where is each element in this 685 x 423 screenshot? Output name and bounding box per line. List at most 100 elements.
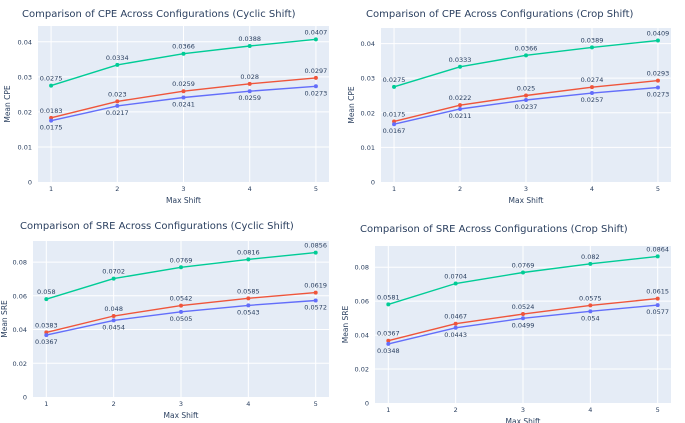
x-tick-label: 3: [524, 185, 528, 193]
data-point: [458, 106, 463, 111]
y-axis-label: Mean SRE: [341, 305, 350, 343]
y-tick-label: 0.02: [13, 360, 27, 368]
y-tick-label: 0.04: [13, 326, 27, 334]
data-point: [524, 97, 528, 102]
data-label: 0.0383: [35, 321, 58, 329]
data-point: [655, 78, 660, 83]
data-label: 0.0175: [40, 124, 63, 132]
data-point: [386, 338, 391, 343]
x-tick-label: 2: [112, 400, 116, 408]
data-label: 0.0274: [581, 76, 604, 84]
y-tick-label: 0: [365, 400, 369, 408]
data-label: 0.0222: [449, 94, 472, 102]
data-point: [246, 257, 251, 262]
data-point: [313, 84, 318, 89]
y-tick-label: 0: [28, 179, 32, 187]
x-tick-label: 5: [656, 406, 660, 414]
y-axis-label: Mean CPE: [3, 85, 12, 123]
data-label: 0.058: [37, 288, 56, 296]
y-tick-label: 0.01: [18, 143, 32, 151]
x-axis-label: Max Shift: [509, 196, 544, 205]
x-tick-label: 4: [248, 185, 252, 193]
x-tick-label: 2: [458, 185, 462, 193]
data-label: 0.0348: [377, 347, 400, 355]
data-point: [111, 276, 116, 281]
data-label: 0.0366: [515, 44, 538, 52]
x-tick-label: 4: [246, 400, 250, 408]
data-point: [313, 298, 318, 303]
data-point: [115, 62, 120, 67]
data-label: 0.0864: [646, 245, 669, 253]
data-label: 0.0856: [304, 242, 327, 250]
data-point: [655, 254, 660, 259]
data-label: 0.0443: [444, 331, 467, 339]
data-label: 0.0366: [172, 43, 195, 51]
data-point: [458, 64, 463, 69]
data-label: 0.0467: [444, 313, 467, 321]
y-tick-label: 0: [23, 394, 27, 402]
data-point: [521, 312, 525, 317]
data-point: [524, 53, 528, 58]
data-label: 0.0454: [102, 323, 125, 331]
x-tick-label: 3: [181, 185, 185, 193]
chart-4: Comparison of SRE Across Configurations …: [341, 224, 671, 423]
data-point: [655, 303, 660, 308]
data-point: [49, 118, 54, 123]
y-tick-label: 0.08: [355, 264, 369, 272]
y-tick-label: 0.04: [355, 332, 369, 340]
data-point: [115, 103, 120, 108]
data-point: [386, 341, 391, 346]
data-label: 0.054: [581, 314, 600, 322]
data-label: 0.0175: [383, 110, 406, 118]
data-point: [246, 303, 251, 308]
y-tick-label: 0.02: [361, 109, 375, 117]
x-axis-label: Max Shift: [506, 417, 541, 423]
y-tick-label: 0.02: [18, 108, 32, 116]
chart-title: Comparison of CPE Across Configurations …: [366, 9, 634, 20]
data-label: 0.0257: [581, 96, 604, 104]
data-label: 0.025: [517, 84, 536, 92]
data-label: 0.028: [240, 73, 259, 81]
data-label: 0.0275: [40, 75, 63, 83]
data-point: [181, 95, 186, 100]
data-point: [181, 51, 186, 56]
data-point: [49, 83, 54, 88]
data-label: 0.0167: [383, 127, 406, 135]
data-point: [247, 89, 252, 94]
data-point: [49, 115, 54, 120]
data-point: [524, 93, 528, 98]
y-tick-label: 0.03: [18, 73, 32, 81]
chart-title: Comparison of SRE Across Configurations …: [360, 224, 628, 235]
y-tick-label: 0.06: [355, 298, 369, 306]
data-label: 0.0333: [449, 56, 472, 64]
chart-title: Comparison of CPE Across Configurations …: [22, 9, 296, 20]
data-label: 0.0259: [172, 80, 195, 88]
x-tick-label: 4: [588, 406, 592, 414]
data-label: 0.0388: [238, 35, 261, 43]
data-point: [313, 37, 318, 42]
data-point: [655, 38, 660, 43]
data-label: 0.0297: [305, 67, 328, 75]
data-label: 0.0273: [305, 89, 328, 97]
data-point: [44, 333, 49, 338]
x-tick-label: 3: [521, 406, 525, 414]
data-label: 0.0704: [444, 273, 467, 281]
data-label: 0.0542: [170, 295, 193, 303]
data-point: [247, 81, 252, 86]
x-tick-label: 5: [314, 185, 318, 193]
data-label: 0.0572: [304, 304, 327, 312]
data-label: 0.0334: [106, 54, 129, 62]
y-tick-label: 0.06: [13, 292, 27, 300]
data-label: 0.023: [108, 90, 127, 98]
y-tick-label: 0.03: [361, 75, 375, 83]
data-point: [453, 325, 458, 330]
x-tick-label: 1: [386, 406, 390, 414]
y-tick-label: 0.02: [355, 366, 369, 374]
y-tick-label: 0: [371, 179, 375, 187]
chart-3: Comparison of SRE Across Configurations …: [0, 221, 329, 420]
data-label: 0.048: [104, 305, 123, 313]
chart-title: Comparison of SRE Across Configurations …: [20, 221, 294, 232]
data-point: [313, 75, 318, 80]
data-label: 0.0241: [172, 101, 195, 109]
data-point: [392, 119, 397, 124]
